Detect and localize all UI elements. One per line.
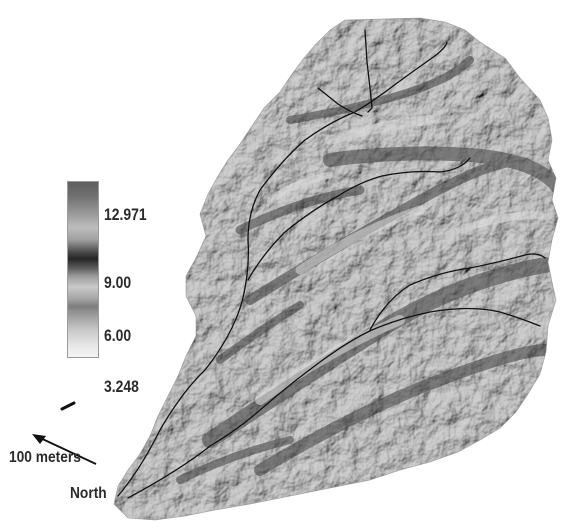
scale-bar-label: 100 meters: [9, 449, 81, 466]
north-label: North: [70, 485, 107, 502]
basin-terrain: [114, 18, 558, 520]
headwater-branch-west: [317, 87, 363, 117]
elevation-legend-bar: [67, 181, 99, 358]
stream-network: [117, 29, 546, 499]
main-channel: [117, 41, 448, 497]
tributary-lower: [127, 307, 541, 499]
north-arrow-icon: [32, 434, 97, 465]
legend-label-9: 9.00: [104, 273, 132, 292]
legend-label-6: 6.00: [104, 326, 132, 345]
tributary-upper: [247, 157, 471, 281]
legend-label-max: 12.971: [104, 205, 147, 224]
headwater-channel: [364, 29, 373, 113]
scale-bar-icon: [60, 401, 76, 411]
legend-label-min: 3.248: [104, 377, 139, 396]
tributary-southeast: [369, 253, 546, 331]
